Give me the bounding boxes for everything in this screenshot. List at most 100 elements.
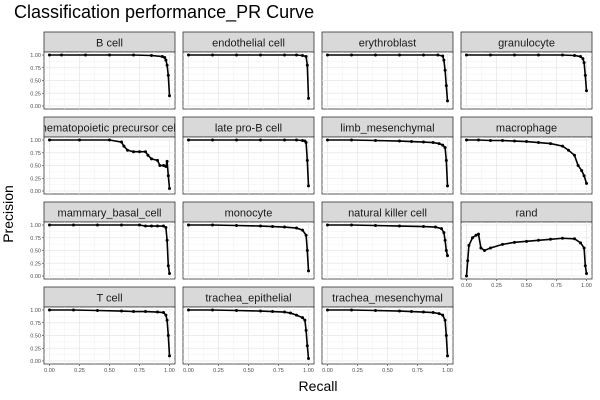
data-point [166, 264, 170, 268]
data-point [441, 143, 445, 147]
data-point [72, 223, 75, 227]
facet-panel: rand 0.00 0.25 0.50 0.75 1.00 [460, 201, 593, 289]
data-point [441, 313, 445, 317]
y-tick-label: 0.25 [30, 346, 41, 352]
data-point [513, 240, 516, 244]
data-point [489, 53, 492, 57]
data-point [211, 53, 214, 57]
data-point [259, 53, 262, 57]
data-point [443, 146, 447, 150]
data-point [422, 310, 425, 314]
facet-label: mammary_basal_cell [58, 208, 162, 220]
y-tick-label: 0.50 [30, 249, 41, 255]
data-point [187, 138, 190, 142]
data-point [48, 53, 51, 57]
data-point [307, 356, 310, 360]
x-tick-label: 0.75 [412, 368, 423, 374]
data-point [305, 249, 309, 252]
data-point [166, 334, 170, 337]
data-point [108, 53, 111, 57]
data-point [235, 138, 238, 142]
data-point [444, 334, 448, 337]
x-tick-label: 0.50 [104, 368, 115, 374]
data-point [283, 225, 286, 229]
data-point [301, 316, 304, 320]
data-point [304, 233, 308, 237]
y-tick-label: 0.25 [30, 91, 41, 97]
data-point [211, 223, 214, 227]
data-point [211, 308, 214, 312]
x-tick-label: 0.50 [382, 368, 393, 374]
data-point [444, 84, 448, 88]
facet-label: late pro-B cell [215, 123, 282, 135]
x-tick-label: 0.75 [273, 368, 284, 374]
data-point [150, 224, 153, 228]
data-point [477, 138, 480, 142]
data-point [108, 138, 111, 142]
y-tick-label: 1.00 [30, 223, 41, 229]
data-point [442, 231, 446, 235]
x-tick-label: 0.25 [213, 368, 224, 374]
pr-curve [49, 54, 171, 96]
data-point [146, 153, 150, 157]
data-point [235, 224, 238, 228]
facet-panel: late pro-B cell [182, 116, 315, 195]
data-point [187, 308, 190, 312]
data-point [164, 226, 168, 230]
data-point [431, 311, 435, 315]
data-point [84, 53, 87, 57]
data-point [326, 53, 329, 57]
data-point [446, 254, 449, 258]
data-point [187, 223, 190, 227]
data-point [436, 53, 440, 57]
data-point [398, 139, 401, 143]
data-point [72, 308, 75, 312]
data-point [301, 54, 304, 58]
pr-curve [49, 309, 171, 356]
facet-label: erythroblast [359, 38, 416, 50]
data-point [374, 224, 377, 228]
data-point [164, 58, 168, 62]
data-point [437, 312, 441, 316]
data-point [168, 271, 171, 275]
data-point [165, 159, 169, 163]
data-point [144, 310, 147, 314]
x-tick-label: 0.75 [134, 368, 145, 374]
data-point [398, 53, 401, 57]
facet-label: hematopoietic precursor cell [41, 123, 179, 135]
x-axis-title: Recall [299, 378, 338, 394]
facet-panel: limb_mesenchymal [321, 116, 454, 195]
facet-panel: monocyte [182, 201, 315, 280]
data-point [467, 243, 471, 247]
data-point [305, 158, 309, 162]
data-point [301, 228, 304, 232]
y-axis-title: Precision [0, 185, 16, 243]
data-point [166, 174, 170, 178]
data-point [235, 53, 238, 57]
data-point [326, 223, 329, 227]
x-tick-label: 0.25 [352, 368, 363, 374]
data-point [441, 54, 445, 58]
data-point [581, 57, 585, 61]
data-point [585, 89, 588, 93]
data-point [561, 144, 564, 148]
data-point [150, 157, 153, 161]
data-point [489, 246, 492, 250]
data-point [48, 223, 51, 227]
data-point [442, 58, 446, 62]
y-tick-label: 0.00 [30, 104, 41, 110]
data-point [295, 53, 298, 57]
data-point [271, 225, 274, 229]
facet-panel: mammary_basal_cell 0.00 0.25 0.50 0.75 1.00 [30, 201, 176, 280]
data-point [350, 308, 353, 312]
facet-label: endothelial cell [212, 38, 285, 50]
facet-panel: erythroblast [321, 31, 454, 110]
data-point [446, 354, 449, 358]
data-point [162, 224, 165, 228]
data-point [446, 184, 449, 188]
data-point [513, 53, 516, 57]
pr-curve [327, 309, 449, 356]
pr-curve [327, 139, 449, 186]
facet-panel: hematopoietic precursor cell 0.00 0.25 0.50… [30, 116, 179, 195]
data-point [549, 142, 552, 146]
